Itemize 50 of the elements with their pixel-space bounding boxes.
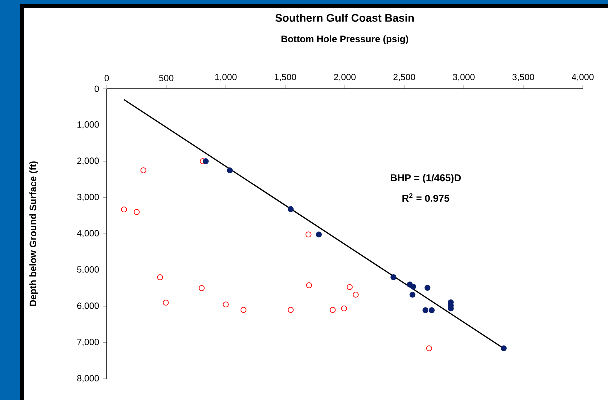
x-tick-label: 1,000 [215, 74, 237, 82]
point [306, 282, 312, 288]
x-tick-label: 3,000 [453, 74, 475, 82]
y-tick-label: 5,000 [77, 266, 100, 274]
y-tick-label: 8,000 [77, 375, 100, 383]
x-tick-label: 2,000 [334, 74, 356, 82]
point [501, 346, 507, 352]
x-tick-label: 500 [159, 75, 174, 82]
point [288, 206, 294, 212]
point [121, 206, 128, 213]
point [227, 168, 234, 174]
y-tick-label: 0 [94, 86, 100, 92]
annotation: BHP = (1/465)D [391, 174, 462, 184]
x-tick-label: 0 [104, 75, 110, 82]
point [203, 158, 209, 164]
y-tick-label: 2,000 [78, 158, 100, 166]
point [330, 307, 336, 314]
point [410, 284, 416, 290]
annotation: R$^{2}$ = 0.975 [402, 193, 450, 202]
point [157, 274, 164, 280]
x-tick-label: 3,500 [512, 74, 534, 82]
point [422, 308, 429, 314]
point [410, 292, 416, 298]
x-tick-label: 4,000 [572, 74, 594, 82]
y-tick-label: 3,000 [77, 194, 100, 202]
y-tick-label: 4,000 [77, 230, 100, 238]
point [341, 306, 348, 312]
x-tick-label: 1,500 [274, 74, 296, 82]
point [347, 284, 353, 290]
point [353, 292, 359, 298]
point [140, 168, 147, 174]
y-tick-label: 7,000 [78, 339, 100, 346]
y-tick-label: 1,000 [78, 122, 100, 129]
point [429, 308, 435, 314]
point [240, 307, 247, 314]
point [426, 346, 432, 352]
point [288, 307, 294, 314]
point [134, 209, 140, 216]
chart-title: Southern Gulf Coast Basin [276, 14, 414, 22]
x-axis-title: Bottom Hole Pressure (psig) [282, 36, 408, 44]
point [316, 232, 322, 238]
point [199, 285, 205, 292]
point [306, 232, 312, 238]
y-axis-title: Depth below Ground Surface (ft) [30, 162, 38, 306]
point [424, 285, 431, 291]
y-tick-label: 6,000 [78, 302, 100, 310]
point [163, 300, 169, 306]
point [223, 302, 229, 308]
x-tick-label: 2,500 [394, 74, 416, 82]
point [390, 274, 397, 280]
